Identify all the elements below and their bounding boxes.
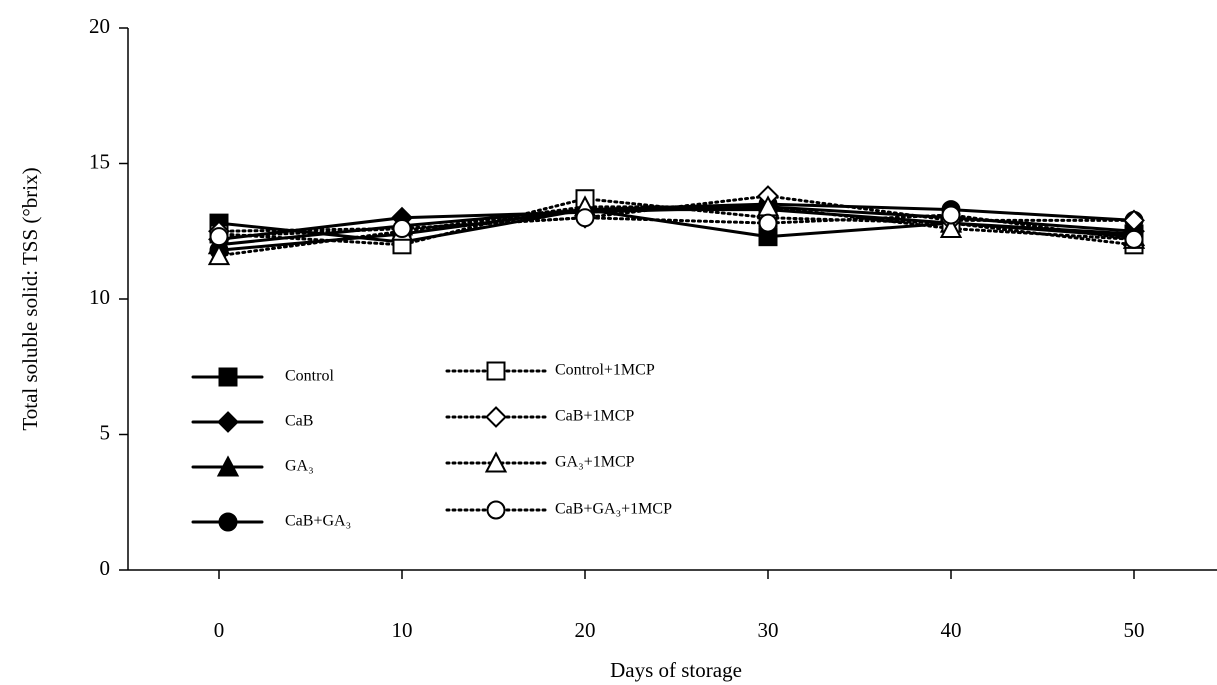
legend-label: CaB+1MCP — [555, 408, 634, 425]
x-tick-label: 30 — [758, 618, 779, 642]
x-tick-label: 50 — [1124, 618, 1145, 642]
legend-marker — [219, 413, 238, 432]
legend-label: CaB — [285, 413, 313, 430]
x-tick-label: 20 — [575, 618, 596, 642]
data-point — [394, 220, 411, 237]
data-point — [577, 209, 594, 226]
legend-marker — [487, 408, 506, 427]
data-point — [211, 228, 228, 245]
legend-marker — [220, 514, 237, 531]
y-tick-label: 10 — [89, 285, 110, 309]
legend-marker — [488, 363, 505, 380]
chart: Total soluble solid: TSS (°brix) Days of… — [0, 0, 1217, 685]
y-tick-label: 20 — [89, 14, 110, 38]
y-tick-label: 5 — [100, 420, 111, 444]
legend-label: Control — [285, 368, 334, 385]
legend-marker — [220, 369, 237, 386]
legend-label: CaB+GA₃ — [285, 513, 351, 530]
legend-marker — [488, 502, 505, 519]
x-tick-label: 40 — [941, 618, 962, 642]
legend-label: Control+1MCP — [555, 362, 655, 379]
data-point — [1126, 231, 1143, 248]
x-tick-label: 0 — [214, 618, 225, 642]
legend-label: CaB+GA₃+1MCP — [555, 501, 672, 518]
y-tick-label: 15 — [89, 149, 110, 173]
data-point — [943, 206, 960, 223]
x-axis-label: Days of storage — [610, 658, 742, 682]
data-point — [760, 215, 777, 232]
x-tick-label: 10 — [392, 618, 413, 642]
y-tick-label: 0 — [100, 556, 111, 580]
legend-label: GA₃+1MCP — [555, 454, 635, 471]
y-axis-label: Total soluble solid: TSS (°brix) — [18, 167, 42, 430]
legend-label: GA₃ — [285, 458, 314, 475]
